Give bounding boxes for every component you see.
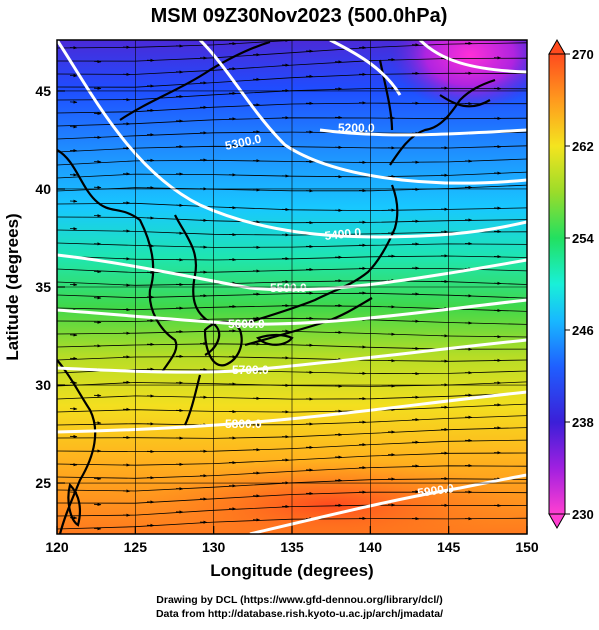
x-tick-label: 145 <box>437 539 461 555</box>
x-tick-label: 130 <box>202 539 226 555</box>
colorbar-min-arrow <box>549 514 565 528</box>
colorbar-ticks: 230 238 246 254 262 270 <box>565 47 594 522</box>
contour-label-5800: 5800.0 <box>225 417 262 431</box>
y-tick-label: 35 <box>35 279 51 295</box>
contour-label-5600: 5600.0 <box>228 317 265 331</box>
contour-label-5700: 5700.0 <box>232 363 269 377</box>
warm-region-shading <box>140 460 520 550</box>
colorbar-scale <box>549 54 565 514</box>
colorbar-tick-label: 238 <box>572 415 594 430</box>
colorbar-tick-label: 262 <box>572 139 594 154</box>
x-tick-label: 135 <box>280 539 304 555</box>
colorbar-max-arrow <box>549 40 565 54</box>
x-tick-label: 150 <box>515 539 539 555</box>
x-tick-label: 120 <box>45 539 69 555</box>
plot-area: 5200.0 5300.0 5400.0 5500.0 5600.0 5700.… <box>57 0 550 550</box>
colorbar: 230 238 246 254 262 270 <box>549 40 594 528</box>
contour-label-5200: 5200.0 <box>338 121 375 135</box>
y-axis-label: Latitude (degrees) <box>3 213 22 360</box>
colorbar-tick-label: 270 <box>572 47 594 62</box>
y-tick-label: 30 <box>35 377 51 393</box>
y-tick-label: 40 <box>35 181 51 197</box>
x-tick-label: 125 <box>124 539 148 555</box>
credit-data-source: Data from http://database.rish.kyoto-u.a… <box>0 608 599 620</box>
x-axis-label: Longitude (degrees) <box>210 561 373 580</box>
y-tick-label: 45 <box>35 83 51 99</box>
colorbar-tick-label: 230 <box>572 507 594 522</box>
map-title: MSM 09Z30Nov2023 (500.0hPa) <box>151 5 448 27</box>
y-tick-label: 25 <box>35 475 51 491</box>
contour-label-5500: 5500.0 <box>270 281 307 295</box>
colorbar-tick-label: 246 <box>572 323 594 338</box>
colorbar-tick-label: 254 <box>572 231 594 246</box>
credit-drawing: Drawing by DCL (https://www.gfd-dennou.o… <box>0 594 599 606</box>
x-tick-label: 140 <box>359 539 383 555</box>
